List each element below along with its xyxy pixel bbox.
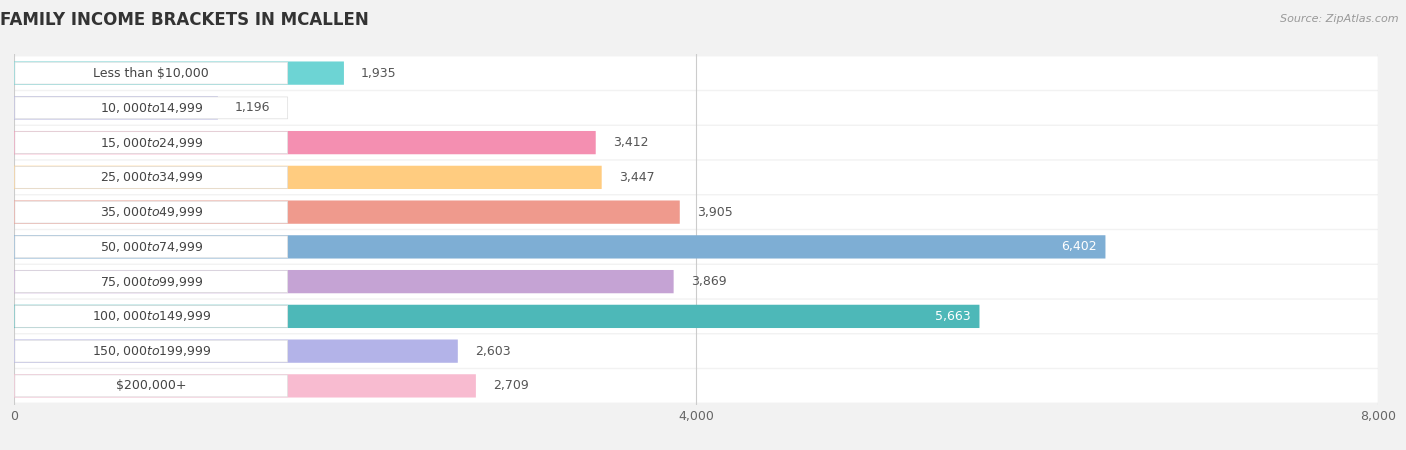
Text: Less than $10,000: Less than $10,000 xyxy=(93,67,209,80)
Text: 5,663: 5,663 xyxy=(935,310,972,323)
Text: 1,196: 1,196 xyxy=(235,101,270,114)
FancyBboxPatch shape xyxy=(14,270,673,293)
Text: 6,402: 6,402 xyxy=(1062,240,1097,253)
Text: $75,000 to $99,999: $75,000 to $99,999 xyxy=(100,274,202,288)
Text: FAMILY INCOME BRACKETS IN MCALLEN: FAMILY INCOME BRACKETS IN MCALLEN xyxy=(0,11,370,29)
Text: $200,000+: $200,000+ xyxy=(117,379,187,392)
FancyBboxPatch shape xyxy=(14,235,1105,258)
FancyBboxPatch shape xyxy=(14,305,980,328)
FancyBboxPatch shape xyxy=(15,62,288,84)
FancyBboxPatch shape xyxy=(15,132,288,153)
FancyBboxPatch shape xyxy=(15,166,288,188)
Text: $25,000 to $34,999: $25,000 to $34,999 xyxy=(100,171,202,184)
FancyBboxPatch shape xyxy=(14,334,1378,368)
FancyBboxPatch shape xyxy=(14,201,679,224)
FancyBboxPatch shape xyxy=(14,91,1378,125)
FancyBboxPatch shape xyxy=(15,97,288,119)
Text: $10,000 to $14,999: $10,000 to $14,999 xyxy=(100,101,202,115)
Text: 3,412: 3,412 xyxy=(613,136,648,149)
Text: $150,000 to $199,999: $150,000 to $199,999 xyxy=(91,344,211,358)
Text: 1,935: 1,935 xyxy=(361,67,396,80)
Text: 3,447: 3,447 xyxy=(619,171,654,184)
FancyBboxPatch shape xyxy=(15,271,288,292)
FancyBboxPatch shape xyxy=(14,300,1378,333)
FancyBboxPatch shape xyxy=(14,374,475,397)
FancyBboxPatch shape xyxy=(15,306,288,327)
FancyBboxPatch shape xyxy=(14,166,602,189)
Text: 2,709: 2,709 xyxy=(494,379,529,392)
FancyBboxPatch shape xyxy=(14,131,596,154)
Text: $50,000 to $74,999: $50,000 to $74,999 xyxy=(100,240,202,254)
Text: 2,603: 2,603 xyxy=(475,345,510,358)
Text: 3,905: 3,905 xyxy=(697,206,733,219)
FancyBboxPatch shape xyxy=(14,369,1378,403)
FancyBboxPatch shape xyxy=(14,339,458,363)
Text: 3,869: 3,869 xyxy=(690,275,727,288)
Text: Source: ZipAtlas.com: Source: ZipAtlas.com xyxy=(1281,14,1399,23)
FancyBboxPatch shape xyxy=(14,56,1378,90)
FancyBboxPatch shape xyxy=(14,62,344,85)
FancyBboxPatch shape xyxy=(14,195,1378,229)
FancyBboxPatch shape xyxy=(14,126,1378,159)
FancyBboxPatch shape xyxy=(15,340,288,362)
FancyBboxPatch shape xyxy=(15,375,288,397)
FancyBboxPatch shape xyxy=(14,161,1378,194)
FancyBboxPatch shape xyxy=(15,236,288,258)
FancyBboxPatch shape xyxy=(14,265,1378,298)
FancyBboxPatch shape xyxy=(14,230,1378,264)
Text: $35,000 to $49,999: $35,000 to $49,999 xyxy=(100,205,202,219)
FancyBboxPatch shape xyxy=(14,96,218,120)
Text: $15,000 to $24,999: $15,000 to $24,999 xyxy=(100,135,202,149)
FancyBboxPatch shape xyxy=(15,201,288,223)
Text: $100,000 to $149,999: $100,000 to $149,999 xyxy=(91,310,211,324)
